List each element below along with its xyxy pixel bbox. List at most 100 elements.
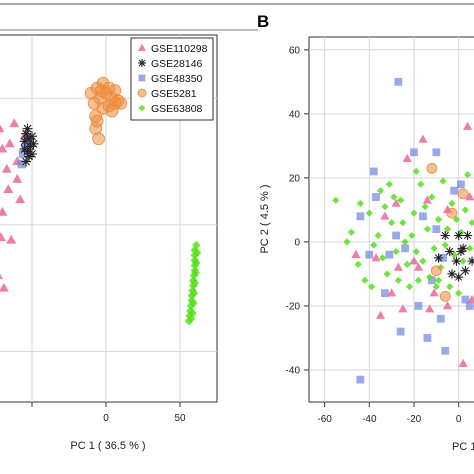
point-gse63808 <box>439 177 447 185</box>
point-gse28146 <box>27 131 37 142</box>
point-gse63808 <box>192 258 201 268</box>
point-gse63808 <box>466 244 474 252</box>
point-gse110298 <box>409 256 419 265</box>
point-gse110298 <box>0 232 6 242</box>
point-gse63808 <box>383 270 391 278</box>
point-gse63808 <box>365 209 373 217</box>
point-gse110298 <box>442 205 453 214</box>
panel-a-x-ticks: 0 50 <box>31 402 186 424</box>
panel-b-xtick-label: -40 <box>362 414 377 425</box>
panel-b-y-axis-label: PC 2 ( 4.5 % ) <box>259 184 271 253</box>
point-gse110298 <box>15 194 26 204</box>
point-gse63808 <box>434 276 443 284</box>
panel-a-xtick-label: 0 <box>103 413 109 424</box>
panel-a: 0 50 PC 1 ( 36.5 % ) GSE110298GSE28146GSE… <box>0 34 218 452</box>
point-gse110298 <box>418 134 428 143</box>
point-gse63808 <box>399 219 407 227</box>
point-gse63808 <box>468 219 474 227</box>
point-gse28146 <box>28 138 39 149</box>
point-gse63808 <box>374 231 382 240</box>
point-gse110298 <box>4 138 15 148</box>
point-gse63808 <box>332 196 340 204</box>
point-gse63808 <box>186 314 196 323</box>
point-gse63808 <box>459 257 467 265</box>
point-gse48350 <box>410 148 418 157</box>
point-gse5281 <box>439 290 451 302</box>
point-gse48350 <box>427 276 436 285</box>
point-gse110298 <box>402 153 412 162</box>
point-gse5281 <box>457 188 469 200</box>
point-gse63808 <box>461 206 469 214</box>
panel-b-ytick-label: -20 <box>286 301 301 312</box>
point-gse63808 <box>370 241 378 249</box>
point-gse28146 <box>462 230 473 241</box>
legend-marker-gse110298 <box>138 43 146 51</box>
point-gse63808 <box>361 276 369 284</box>
point-gse5281 <box>430 265 442 277</box>
panel-b-label: B <box>257 12 269 31</box>
point-gse110298 <box>422 195 432 204</box>
point-gse110298 <box>442 301 453 310</box>
point-gse110298 <box>458 358 468 367</box>
legend-marker-gse28146 <box>138 59 146 67</box>
point-gse63808 <box>394 276 402 284</box>
legend-label-gse5281: GSE5281 <box>151 88 197 100</box>
point-gse63808 <box>347 228 356 236</box>
point-gse63808 <box>376 187 385 195</box>
point-gse110298 <box>12 173 23 183</box>
point-gse110298 <box>0 124 5 133</box>
legend-marker-gse48350 <box>138 74 146 82</box>
point-gse110298 <box>9 118 20 128</box>
point-gse63808 <box>448 199 456 208</box>
panel-a-x-axis-label: PC 1 ( 36.5 % ) <box>70 440 145 452</box>
point-gse63808 <box>381 203 389 211</box>
point-gse63808 <box>405 283 414 291</box>
point-gse48350 <box>441 346 450 355</box>
legend-label-gse110298: GSE110298 <box>151 43 208 55</box>
point-gse63808 <box>367 283 376 291</box>
legend-marker-gse63808 <box>138 104 146 112</box>
panel-b-points <box>332 77 474 384</box>
point-gse110298 <box>6 234 17 244</box>
point-gse63808 <box>426 273 434 281</box>
point-gse63808 <box>412 167 420 176</box>
point-gse48350 <box>392 231 401 240</box>
point-gse28146 <box>451 256 462 266</box>
point-gse110298 <box>375 310 386 319</box>
point-gse5281 <box>105 104 119 118</box>
point-gse28146 <box>454 272 464 282</box>
point-gse48350 <box>356 375 365 384</box>
point-gse63808 <box>401 238 409 246</box>
point-gse28146 <box>460 266 470 276</box>
point-gse63808 <box>419 257 427 265</box>
point-gse48350 <box>436 314 445 323</box>
point-gse5281 <box>89 122 103 136</box>
point-gse28146 <box>447 269 457 279</box>
point-gse28146 <box>440 230 450 241</box>
point-gse110298 <box>0 206 8 216</box>
point-gse63808 <box>388 219 396 227</box>
panel-b-frame <box>308 36 474 403</box>
point-gse110298 <box>351 249 361 259</box>
point-gse110298 <box>371 253 381 262</box>
point-gse110298 <box>3 184 14 193</box>
point-gse110298 <box>413 262 424 271</box>
point-gse110298 <box>380 211 390 220</box>
panel-a-points <box>0 76 202 326</box>
point-gse63808 <box>190 278 200 288</box>
point-gse48350 <box>18 149 28 159</box>
panel-b-x-ticks: -60 -40 -20 0 <box>317 402 462 425</box>
point-gse48350 <box>17 159 26 169</box>
point-gse63808 <box>432 283 440 291</box>
point-gse110298 <box>0 143 8 153</box>
panel-a-xtick-label: 50 <box>174 413 186 424</box>
point-gse63808 <box>423 225 431 233</box>
legend-entries: GSE110298 GSE28146 GSE48350 GSE5281 GSE63808 <box>137 43 208 115</box>
point-gse110298 <box>467 294 474 303</box>
point-gse63808 <box>379 254 387 262</box>
legend: GSE110298 GSE28146 GSE48350 GSE5281 GSE63808 <box>130 37 214 121</box>
point-gse48350 <box>423 334 432 342</box>
panel-b-ytick-label: 40 <box>289 109 301 120</box>
panel-b-y-ticks: -40 -20 0 20 40 60 <box>286 45 309 376</box>
point-gse110298 <box>398 304 408 313</box>
